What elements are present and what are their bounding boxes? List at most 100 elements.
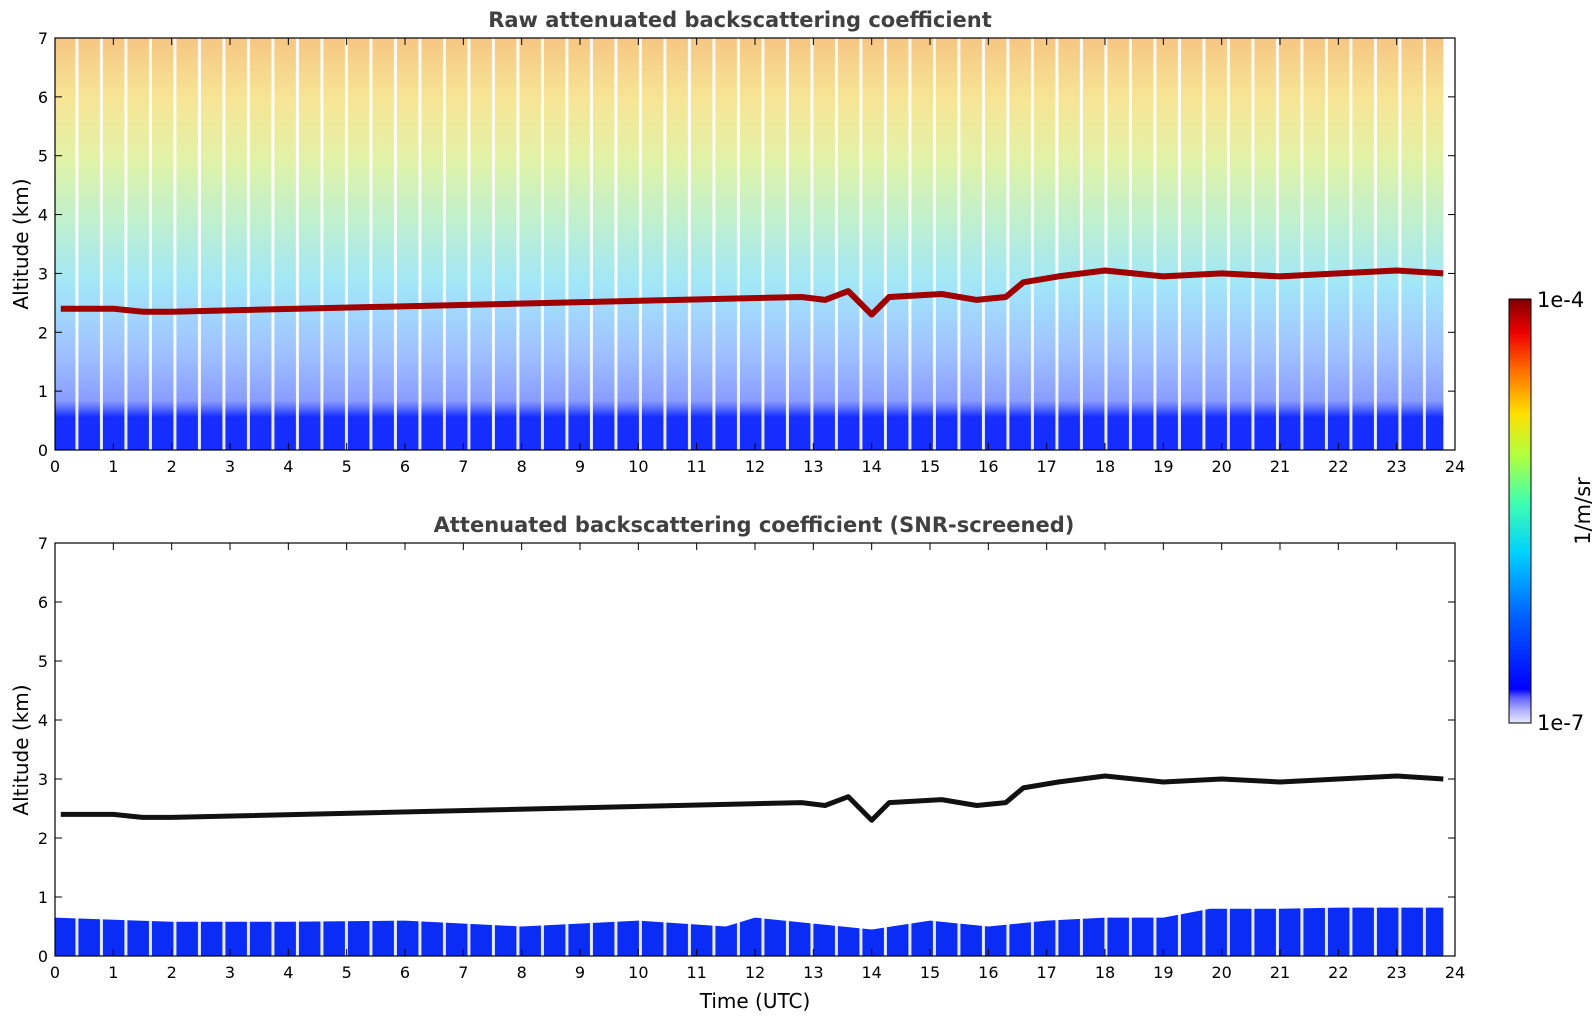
x-tick-label: 20 (1211, 963, 1231, 982)
time-gap (1006, 543, 1010, 956)
time-gap (418, 38, 422, 450)
cloud-layer-trace (60, 267, 1444, 318)
time-gap (1104, 543, 1108, 956)
time-gap (442, 38, 446, 450)
time-gap (1177, 543, 1181, 956)
time-gap (418, 543, 422, 956)
x-tick-label: 3 (225, 963, 235, 982)
x-tick-label: 24 (1445, 963, 1465, 982)
time-gap (712, 543, 716, 956)
y-tick-label: 6 (38, 88, 48, 107)
time-gap (1398, 543, 1402, 956)
time-gap (859, 543, 863, 956)
time-gap (1251, 543, 1255, 956)
time-gap (1202, 543, 1206, 956)
time-gap (1349, 543, 1353, 956)
time-gap (148, 38, 152, 450)
x-tick-label: 3 (225, 457, 235, 476)
raw-time-gaps (75, 38, 1426, 450)
time-gap (761, 38, 765, 450)
x-tick-label: 7 (458, 457, 468, 476)
time-gap (75, 543, 79, 956)
time-gap (271, 543, 275, 956)
plot-frame-screened (54, 542, 1456, 957)
screened-boundary-layer (55, 907, 1444, 956)
time-gap (1177, 38, 1181, 450)
y-tick-label: 0 (38, 947, 48, 966)
raw-no-data-region (1443, 38, 1455, 450)
time-gap (393, 543, 397, 956)
x-tick-label: 14 (861, 457, 881, 476)
time-gap (1324, 38, 1328, 450)
time-gap (442, 543, 446, 956)
y-axis-label-raw: Altitude (km) (9, 178, 33, 309)
time-gap (516, 543, 520, 956)
time-gap (1275, 38, 1279, 450)
time-gap (320, 543, 324, 956)
time-gap (1251, 38, 1255, 450)
time-gap (712, 38, 716, 450)
time-gap (540, 543, 544, 956)
time-gap (761, 543, 765, 956)
time-gap (124, 38, 128, 450)
y-tick-label: 5 (38, 147, 48, 166)
colorbar-min-label: 1e-7 (1537, 711, 1584, 735)
x-tick-label: 12 (745, 457, 765, 476)
x-tick-label: 16 (978, 963, 998, 982)
time-gap (981, 543, 985, 956)
time-gap (638, 543, 642, 956)
time-gap (932, 543, 936, 956)
time-gap (736, 543, 740, 956)
y-tick-label: 6 (38, 593, 48, 612)
time-gap (148, 543, 152, 956)
time-gap (1300, 38, 1304, 450)
time-gap (1226, 543, 1230, 956)
time-gap (785, 38, 789, 450)
x-tick-label: 12 (745, 963, 765, 982)
time-gap (222, 38, 226, 450)
time-gap (932, 38, 936, 450)
time-gap (295, 543, 299, 956)
time-gap (883, 543, 887, 956)
y-axis-raw: 0 1 2 3 4 5 6 7 (38, 29, 1455, 460)
time-gap (540, 38, 544, 450)
time-gap (810, 38, 814, 450)
y-tick-label: 3 (38, 770, 48, 789)
x-tick-label: 8 (517, 457, 527, 476)
x-tick-label: 17 (1036, 963, 1056, 982)
x-tick-label: 17 (1036, 457, 1056, 476)
time-gap (99, 543, 103, 956)
time-gap (491, 38, 495, 450)
colorbar-max-label: 1e-4 (1537, 288, 1584, 312)
time-gap (1079, 38, 1083, 450)
x-tick-label: 5 (342, 457, 352, 476)
x-tick-label: 15 (920, 457, 940, 476)
y-tick-label: 1 (38, 382, 48, 401)
time-gap (736, 38, 740, 450)
x-tick-label: 1 (108, 457, 118, 476)
x-tick-label: 16 (978, 457, 998, 476)
x-tick-label: 11 (686, 457, 706, 476)
x-tick-label: 21 (1270, 963, 1290, 982)
time-gap (614, 38, 618, 450)
time-gap (173, 38, 177, 450)
x-tick-label: 8 (517, 963, 527, 982)
time-gap (197, 543, 201, 956)
time-gap (295, 38, 299, 450)
time-gap (1128, 543, 1132, 956)
x-tick-label: 6 (400, 963, 410, 982)
y-tick-label: 4 (38, 711, 48, 730)
time-gap (687, 38, 691, 450)
time-gap (981, 38, 985, 450)
time-gap (344, 543, 348, 956)
time-gap (222, 543, 226, 956)
x-tick-label: 1 (108, 963, 118, 982)
time-gap (99, 38, 103, 450)
time-gap (810, 543, 814, 956)
x-tick-label: 13 (803, 457, 823, 476)
time-gap (393, 38, 397, 450)
y-tick-label: 2 (38, 829, 48, 848)
y-tick-label: 5 (38, 652, 48, 671)
time-gap (75, 38, 79, 450)
